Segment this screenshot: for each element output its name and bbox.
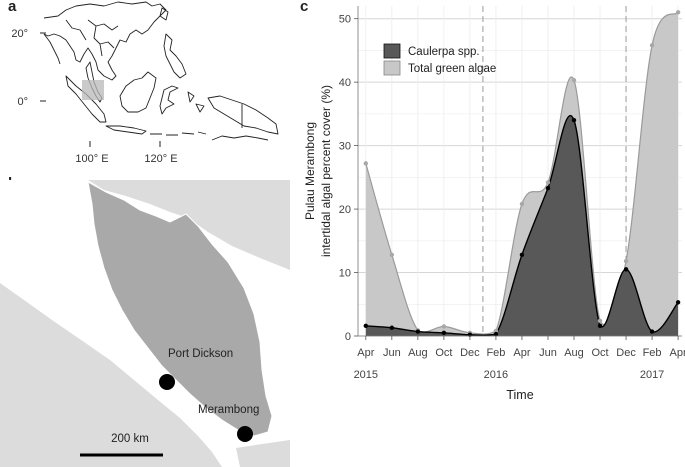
point-total-green-algae xyxy=(441,324,447,329)
point-caulerpa xyxy=(389,325,395,330)
point-caulerpa xyxy=(649,329,655,334)
map-a-sulawesi xyxy=(159,85,179,115)
merambong-label: Merambong xyxy=(198,404,259,416)
y-tick-label: 10 xyxy=(339,268,351,280)
map-a-australia xyxy=(211,135,269,141)
y-axis-label-line2: intertidal algal percent cover (%) xyxy=(319,85,333,257)
x-tick-label: Oct xyxy=(591,347,608,359)
legend-label-total-green-algae: Total green algae xyxy=(408,63,496,75)
panel-label-c: c xyxy=(300,0,309,15)
map-b: Port Dickson Merambong 200 km xyxy=(0,180,290,467)
map-a-lesser-sunda xyxy=(150,131,207,136)
point-caulerpa xyxy=(545,185,551,191)
point-caulerpa xyxy=(623,267,629,272)
map-a-mainland xyxy=(43,1,167,81)
map-a-study-area xyxy=(82,80,104,100)
year-labels: 2015 2016 2017 xyxy=(354,369,665,381)
year-label: 2016 xyxy=(484,369,508,381)
legend-label-caulerpa: Caulerpa spp. xyxy=(408,46,480,58)
map-a-lat-label-20: 20° xyxy=(11,28,28,40)
map-a-new-guinea xyxy=(207,95,279,135)
x-tick-label: Feb xyxy=(486,347,505,359)
x-tick-label: Dec xyxy=(460,347,480,359)
point-total-green-algae xyxy=(363,161,369,166)
map-a-malay-peninsula xyxy=(85,61,103,103)
x-tick-label: Dec xyxy=(616,347,636,359)
area-caulerpa xyxy=(365,115,679,337)
x-tick-label: Apr xyxy=(670,347,685,359)
map-a-borders xyxy=(65,19,119,57)
panel-label-a: a xyxy=(8,0,17,15)
map-a-frame xyxy=(44,0,280,140)
map-b-peninsula xyxy=(87,181,273,437)
point-caulerpa xyxy=(441,330,447,336)
y-tick-label: 50 xyxy=(339,14,351,26)
map-b-thailand xyxy=(88,180,290,270)
year-label: 2017 xyxy=(640,369,664,381)
port-dickson-marker xyxy=(159,374,175,390)
map-b-sumatra xyxy=(0,283,222,467)
map-a-lon-label-120: 120° E xyxy=(144,153,177,165)
legend-swatch-caulerpa xyxy=(383,43,401,59)
point-caulerpa xyxy=(571,118,577,123)
point-total-green-algae xyxy=(545,180,551,185)
map-a-philippines xyxy=(159,7,187,79)
point-caulerpa xyxy=(519,252,525,257)
point-total-green-algae xyxy=(675,10,681,15)
legend-swatch-total-green-algae xyxy=(383,60,401,76)
x-tick-label: Aug xyxy=(564,347,584,359)
y-tick-label: 30 xyxy=(339,141,351,153)
point-caulerpa xyxy=(597,323,603,329)
point-total-green-algae xyxy=(623,258,629,264)
year-label: 2015 xyxy=(354,369,378,381)
x-tick-label: Jun xyxy=(383,347,401,359)
y-axis-label-line1: Pulau Merambong xyxy=(303,122,317,220)
chart-c: 0 10 20 30 40 50 Apr Jun Aug Oct Dec Feb Apr Jun Aug O… xyxy=(303,6,685,402)
x-tick-label: Jun xyxy=(539,347,557,359)
y-tick-label: 40 xyxy=(339,77,351,89)
x-tick-label: Apr xyxy=(513,347,530,359)
map-a-java xyxy=(105,125,147,135)
x-tick-label: Aug xyxy=(408,347,428,359)
y-ticks: 0 10 20 30 40 50 xyxy=(339,14,358,343)
point-total-green-algae xyxy=(493,328,499,334)
point-total-green-algae xyxy=(597,318,603,323)
map-a-lon-label-100: 100° E xyxy=(75,153,108,165)
x-tick-label: Apr xyxy=(357,347,374,359)
scale-bar-label: 200 km xyxy=(111,433,149,445)
map-a-lat-label-0: 0° xyxy=(17,96,28,108)
merambong-marker xyxy=(237,426,253,442)
axes xyxy=(357,6,682,337)
point-caulerpa xyxy=(415,329,421,334)
port-dickson-label: Port Dickson xyxy=(168,348,233,360)
map-a-borneo xyxy=(119,71,157,113)
point-total-green-algae xyxy=(389,252,395,257)
point-total-green-algae xyxy=(649,43,655,48)
map-a: 20° 0° 100° E 120° E xyxy=(11,0,280,165)
x-ticks: Apr Jun Aug Oct Dec Feb Apr Jun Aug Oct Dec Feb Apr xyxy=(357,336,685,359)
points-layer xyxy=(363,10,681,337)
map-a-moluccas xyxy=(187,91,205,113)
point-caulerpa xyxy=(675,300,681,305)
y-tick-label: 0 xyxy=(345,331,351,343)
x-tick-label: Oct xyxy=(435,347,452,359)
x-axis-label: Time xyxy=(506,388,533,402)
point-total-green-algae xyxy=(519,201,525,207)
point-caulerpa xyxy=(363,323,369,329)
legend: Caulerpa spp. Total green algae xyxy=(383,43,496,76)
point-caulerpa xyxy=(493,331,499,337)
map-a-india-coast xyxy=(43,33,61,65)
point-total-green-algae xyxy=(571,78,577,83)
map-b-riau xyxy=(236,440,290,467)
y-tick-label: 20 xyxy=(339,204,351,216)
x-tick-label: Feb xyxy=(643,347,662,359)
